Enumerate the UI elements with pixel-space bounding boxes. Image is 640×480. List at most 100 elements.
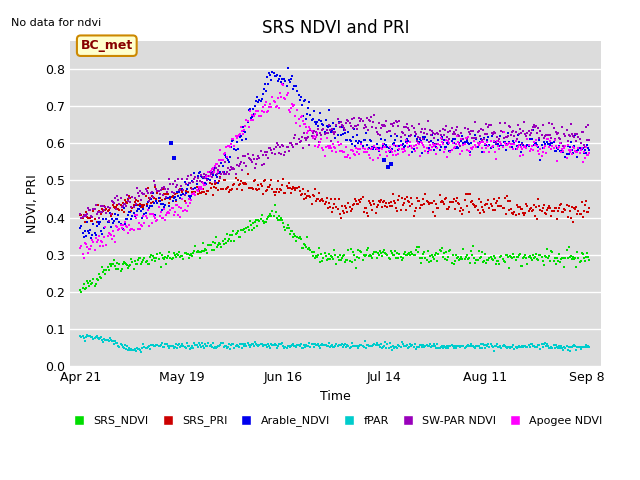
Point <box>399 250 409 258</box>
Point <box>224 170 234 178</box>
Point <box>518 344 528 351</box>
Point <box>352 131 362 138</box>
Point <box>166 139 176 147</box>
Point <box>380 122 390 130</box>
Point <box>371 124 381 132</box>
Point <box>247 227 257 234</box>
Point <box>484 343 495 351</box>
Point <box>376 250 386 257</box>
Point <box>556 200 566 207</box>
Point <box>564 148 575 156</box>
Point <box>252 222 262 230</box>
Point <box>563 137 573 145</box>
Point <box>481 141 492 148</box>
Point <box>148 193 158 201</box>
Point <box>326 342 336 350</box>
Point <box>570 130 580 138</box>
Point <box>193 190 203 197</box>
Point <box>468 343 478 350</box>
Point <box>404 249 414 257</box>
Point <box>458 206 468 214</box>
Point <box>310 135 320 143</box>
Point <box>332 341 342 348</box>
Point <box>407 122 417 130</box>
Point <box>557 344 567 351</box>
Point <box>440 195 450 203</box>
Point <box>79 334 89 342</box>
Point <box>421 341 431 349</box>
Point <box>367 144 378 152</box>
Point <box>131 200 141 207</box>
Point <box>138 203 148 211</box>
Point <box>135 225 145 232</box>
Point <box>441 122 451 130</box>
Point <box>278 342 289 349</box>
Point <box>207 169 218 177</box>
Point <box>335 123 345 131</box>
Point <box>131 196 141 204</box>
Point <box>375 343 385 350</box>
Point <box>542 135 552 143</box>
Point <box>133 197 143 204</box>
Point <box>363 341 373 349</box>
Point <box>93 236 103 244</box>
Point <box>148 198 158 205</box>
Point <box>557 254 567 262</box>
Point <box>218 237 228 245</box>
Point <box>227 166 237 173</box>
Point <box>555 201 565 209</box>
Point <box>121 346 131 353</box>
Point <box>310 340 320 348</box>
Point <box>440 145 450 153</box>
Point <box>76 333 86 341</box>
Point <box>572 148 582 156</box>
Point <box>516 205 526 213</box>
Point <box>100 223 111 231</box>
Point <box>564 131 574 138</box>
Point <box>575 146 586 154</box>
Point <box>382 341 392 348</box>
Point <box>525 343 535 351</box>
Point <box>400 147 410 155</box>
Point <box>81 208 91 216</box>
Point <box>569 142 579 149</box>
Point <box>269 72 280 80</box>
Point <box>446 341 456 349</box>
Point <box>257 340 267 348</box>
Point <box>489 195 499 203</box>
Point <box>394 142 404 149</box>
Point <box>493 137 503 144</box>
Point <box>465 151 475 159</box>
Point <box>186 344 196 352</box>
Point <box>372 249 383 256</box>
Point <box>433 136 444 144</box>
Point <box>461 251 472 259</box>
Point <box>118 344 129 352</box>
Point <box>124 262 134 270</box>
Point <box>379 197 389 205</box>
Point <box>174 188 184 196</box>
Point <box>262 108 272 116</box>
Point <box>243 107 253 114</box>
Point <box>210 177 220 184</box>
Point <box>268 207 278 215</box>
Point <box>511 137 521 144</box>
Point <box>472 342 483 350</box>
Point <box>367 254 378 262</box>
Point <box>403 197 413 205</box>
Point <box>338 252 348 260</box>
Point <box>115 201 125 208</box>
Point <box>305 193 316 201</box>
Point <box>221 342 231 349</box>
Point <box>195 189 205 197</box>
Point <box>525 147 535 155</box>
Point <box>457 135 467 143</box>
Point <box>328 204 339 212</box>
Point <box>302 134 312 142</box>
Point <box>508 145 518 153</box>
Point <box>406 342 417 350</box>
Point <box>428 129 438 137</box>
Point <box>525 254 536 262</box>
Point <box>511 256 521 264</box>
Point <box>356 141 367 148</box>
